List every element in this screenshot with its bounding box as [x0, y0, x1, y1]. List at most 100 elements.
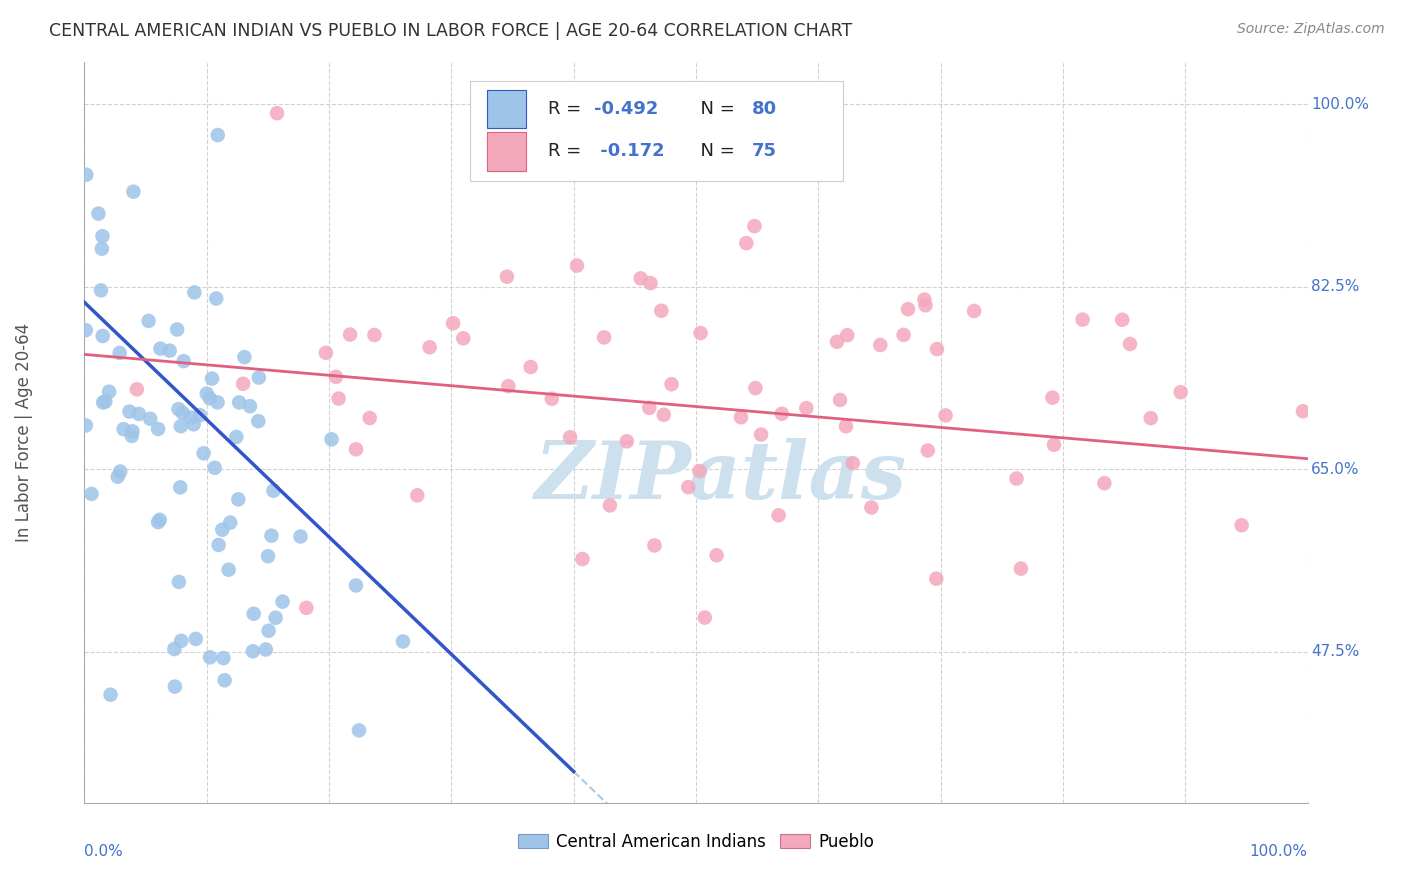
Point	[207, 128, 229, 142]
Text: 82.5%: 82.5%	[1312, 279, 1360, 294]
Text: CENTRAL AMERICAN INDIAN VS PUEBLO IN LABOR FORCE | AGE 20-64 CORRELATION CHART: CENTRAL AMERICAN INDIAN VS PUEBLO IN LAB…	[49, 22, 852, 40]
Point	[860, 500, 883, 515]
Point	[441, 316, 464, 330]
Legend: Central American Indians, Pueblo: Central American Indians, Pueblo	[512, 826, 880, 857]
Point	[149, 342, 172, 356]
Text: R =: R =	[548, 100, 586, 118]
Point	[768, 508, 790, 523]
Point	[914, 298, 936, 312]
Point	[650, 303, 672, 318]
Point	[744, 219, 766, 234]
Point	[796, 401, 818, 415]
Point	[121, 425, 143, 439]
Point	[122, 185, 145, 199]
Point	[112, 422, 135, 436]
Point	[254, 642, 277, 657]
Point	[80, 487, 103, 501]
Point	[75, 168, 97, 182]
Text: R =: R =	[548, 143, 586, 161]
Point	[835, 419, 858, 434]
Point	[344, 578, 367, 592]
Point	[689, 326, 711, 340]
Point	[1230, 518, 1253, 533]
Point	[828, 392, 851, 407]
Point	[91, 229, 114, 244]
Point	[963, 304, 986, 318]
Point	[257, 549, 280, 564]
Bar	[486, 90, 526, 128]
Point	[121, 429, 143, 443]
Point	[266, 106, 288, 120]
Point	[841, 456, 863, 470]
Text: 0.0%: 0.0%	[84, 844, 124, 858]
Point	[339, 327, 361, 342]
Point	[558, 430, 581, 444]
Point	[108, 346, 131, 360]
Point	[138, 314, 160, 328]
Point	[232, 376, 254, 391]
Point	[925, 572, 948, 586]
Point	[125, 382, 148, 396]
Point	[94, 394, 117, 409]
Point	[163, 642, 186, 657]
Point	[328, 392, 350, 406]
Point	[201, 371, 224, 385]
Point	[571, 552, 593, 566]
Point	[678, 480, 700, 494]
Point	[218, 563, 240, 577]
Point	[242, 644, 264, 658]
Point	[325, 369, 347, 384]
Point	[630, 271, 652, 285]
Point	[233, 350, 256, 364]
Point	[869, 338, 891, 352]
Point	[644, 538, 666, 552]
Point	[98, 384, 121, 399]
Point	[897, 302, 920, 317]
Point	[661, 377, 683, 392]
Text: 100.0%: 100.0%	[1250, 844, 1308, 858]
Point	[183, 285, 205, 300]
Point	[837, 328, 859, 343]
Point	[228, 395, 250, 409]
Point	[347, 723, 370, 738]
Point	[540, 392, 562, 406]
Point	[1010, 561, 1032, 575]
Point	[239, 399, 262, 413]
Point	[749, 427, 772, 442]
Point	[260, 529, 283, 543]
Point	[638, 401, 661, 415]
Point	[247, 370, 270, 384]
Text: In Labor Force | Age 20-64: In Labor Force | Age 20-64	[15, 323, 32, 542]
Text: N =: N =	[689, 143, 740, 161]
Point	[167, 402, 190, 417]
Point	[295, 600, 318, 615]
Point	[593, 330, 616, 344]
FancyBboxPatch shape	[470, 81, 842, 181]
Point	[264, 611, 287, 625]
Point	[290, 529, 312, 543]
Point	[1043, 438, 1066, 452]
Point	[1119, 337, 1142, 351]
Point	[496, 269, 519, 284]
Point	[1071, 312, 1094, 326]
Point	[565, 259, 588, 273]
Point	[257, 624, 280, 638]
Point	[498, 379, 520, 393]
Point	[825, 334, 848, 349]
Point	[917, 443, 939, 458]
Point	[173, 354, 195, 368]
Point	[599, 499, 621, 513]
Point	[1111, 312, 1133, 326]
Text: N =: N =	[689, 100, 740, 118]
Point	[735, 236, 758, 251]
Point	[90, 284, 112, 298]
Point	[406, 488, 429, 502]
Point	[925, 342, 948, 356]
Point	[242, 607, 264, 621]
Point	[87, 206, 110, 220]
Point	[744, 381, 766, 395]
Point	[706, 549, 728, 563]
Point	[228, 492, 250, 507]
Text: 100.0%: 100.0%	[1312, 96, 1369, 112]
Bar	[486, 132, 526, 170]
